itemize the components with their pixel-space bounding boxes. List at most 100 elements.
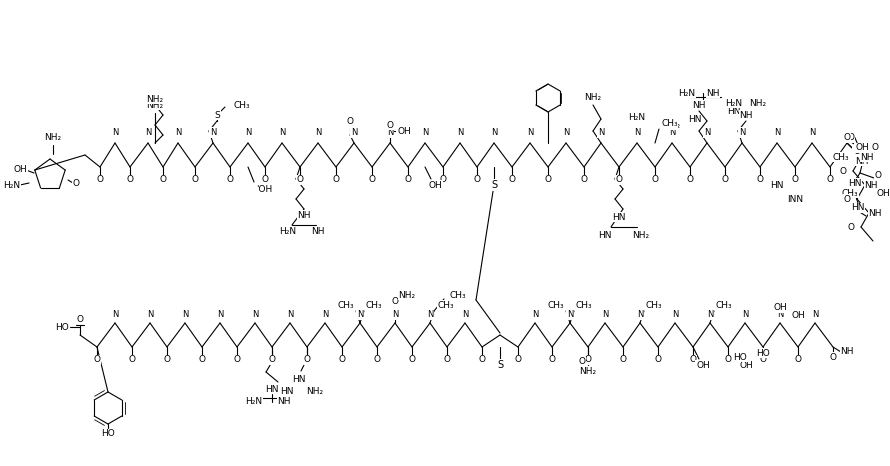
Text: NH₂: NH₂ <box>579 368 596 377</box>
Text: O: O <box>303 356 311 364</box>
Text: H₂N: H₂N <box>279 227 296 237</box>
Text: H: H <box>175 129 181 137</box>
Text: OH: OH <box>854 146 867 156</box>
Text: H: H <box>813 310 818 320</box>
Text: N: N <box>567 310 573 319</box>
Text: HN: HN <box>851 204 865 212</box>
Text: OH: OH <box>13 165 27 174</box>
Text: N: N <box>315 128 321 137</box>
Text: H: H <box>112 129 117 137</box>
Text: O: O <box>368 176 376 185</box>
Text: O: O <box>164 356 171 364</box>
Text: N: N <box>773 128 781 137</box>
Text: N: N <box>812 310 818 319</box>
Text: N: N <box>112 310 118 319</box>
Text: H₂N: H₂N <box>628 112 645 122</box>
Text: O: O <box>756 176 764 185</box>
Text: HO: HO <box>733 352 747 362</box>
Text: NH₂: NH₂ <box>399 290 416 300</box>
Text: O: O <box>616 176 622 185</box>
Text: H: H <box>777 310 783 320</box>
Text: N: N <box>252 310 258 319</box>
Text: N: N <box>707 310 713 319</box>
Text: S: S <box>214 110 220 119</box>
Text: O: O <box>791 176 798 185</box>
Text: NH₂: NH₂ <box>585 94 602 103</box>
Text: H: H <box>708 310 713 320</box>
Text: HN: HN <box>848 178 862 187</box>
Text: NH: NH <box>278 397 291 406</box>
Text: OH: OH <box>740 361 753 370</box>
Text: N: N <box>351 128 357 137</box>
Text: CH₃: CH₃ <box>576 301 593 309</box>
Text: O: O <box>580 176 587 185</box>
Text: O: O <box>871 143 878 151</box>
Text: H: H <box>357 310 363 320</box>
Text: CH₃: CH₃ <box>547 301 564 309</box>
Text: HN: HN <box>292 375 306 384</box>
Text: N: N <box>739 128 745 137</box>
Text: O: O <box>386 121 393 130</box>
Text: H: H <box>422 129 428 137</box>
Text: O: O <box>226 176 233 185</box>
Text: OH: OH <box>696 361 710 370</box>
Text: H: H <box>352 129 357 137</box>
Text: O: O <box>233 356 240 364</box>
Text: NH₂: NH₂ <box>663 121 681 130</box>
Text: H: H <box>527 129 533 137</box>
Text: H: H <box>147 310 153 320</box>
Text: H₂N: H₂N <box>725 98 742 108</box>
Text: OH: OH <box>773 303 787 313</box>
Text: NH₂: NH₂ <box>633 231 650 240</box>
Text: NH: NH <box>692 101 706 110</box>
Text: H: H <box>210 129 216 137</box>
Text: CH₃: CH₃ <box>337 301 354 309</box>
Text: N: N <box>637 310 643 319</box>
Text: N: N <box>422 128 428 137</box>
Text: CH₃: CH₃ <box>842 189 858 198</box>
Text: O: O <box>508 176 515 185</box>
Text: N: N <box>427 310 433 319</box>
Text: NH: NH <box>861 152 874 162</box>
Text: N: N <box>210 128 216 137</box>
Text: N: N <box>457 128 463 137</box>
Text: N: N <box>357 310 363 319</box>
Text: H: H <box>637 310 643 320</box>
Text: O: O <box>198 356 206 364</box>
Text: N: N <box>598 128 604 137</box>
Text: N: N <box>245 128 251 137</box>
Text: NH: NH <box>740 110 753 119</box>
Text: N: N <box>809 128 815 137</box>
Text: HN: HN <box>770 180 784 190</box>
Text: H: H <box>567 310 573 320</box>
Text: O: O <box>686 176 693 185</box>
Text: NH: NH <box>864 180 878 190</box>
Text: N: N <box>602 310 608 319</box>
Text: N: N <box>668 128 676 137</box>
Text: O: O <box>93 356 101 364</box>
Text: NH₂: NH₂ <box>44 132 61 142</box>
Text: H: H <box>145 129 151 137</box>
Text: N: N <box>279 128 285 137</box>
Text: CH₃: CH₃ <box>716 301 732 309</box>
Text: H: H <box>462 310 468 320</box>
Text: O: O <box>374 356 381 364</box>
Text: N: N <box>147 310 153 319</box>
Text: O: O <box>847 133 854 143</box>
Text: H: H <box>252 310 258 320</box>
Text: N: N <box>672 310 678 319</box>
Text: O: O <box>847 222 854 232</box>
Text: O: O <box>875 171 881 179</box>
Text: HN: HN <box>727 107 740 116</box>
Text: O: O <box>440 176 447 185</box>
Text: H: H <box>563 129 569 137</box>
Text: O: O <box>844 133 851 143</box>
Text: O: O <box>296 176 303 185</box>
Text: OH: OH <box>876 189 890 198</box>
Text: H: H <box>634 129 640 137</box>
Text: HO: HO <box>55 322 69 331</box>
Text: OH: OH <box>791 310 805 320</box>
Text: H: H <box>427 310 433 320</box>
Text: O: O <box>191 176 198 185</box>
Text: O: O <box>404 176 411 185</box>
